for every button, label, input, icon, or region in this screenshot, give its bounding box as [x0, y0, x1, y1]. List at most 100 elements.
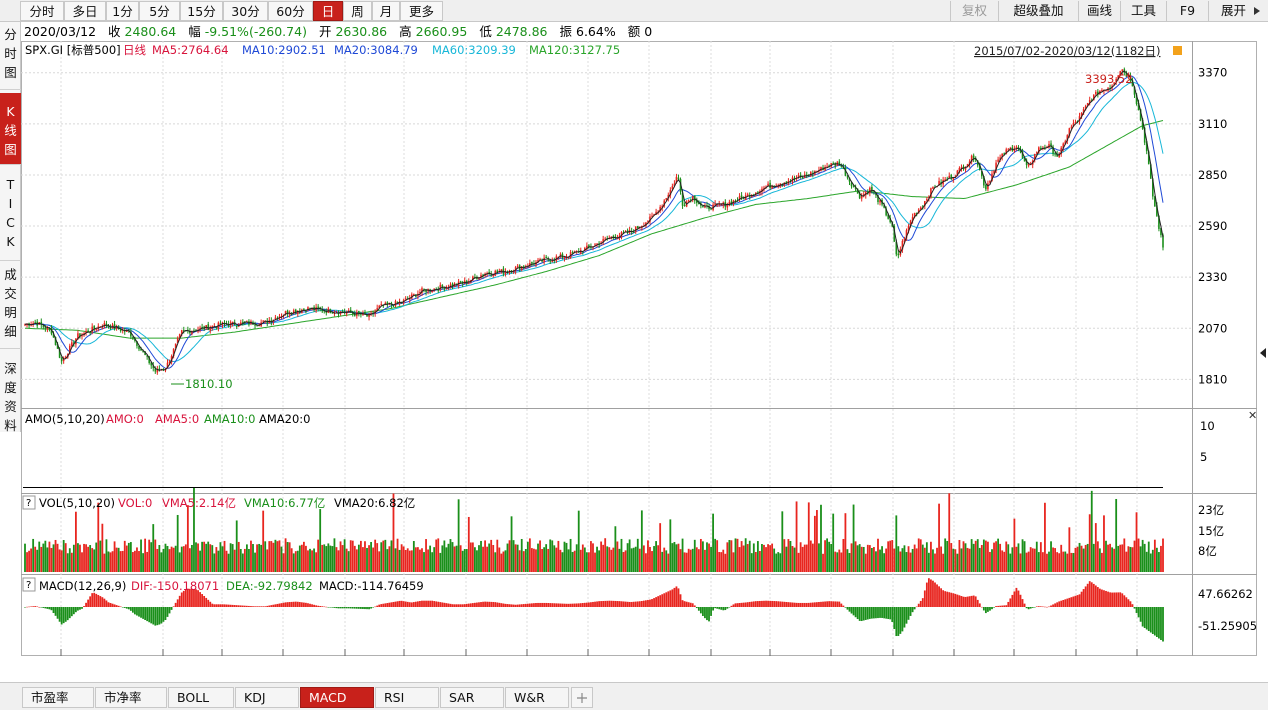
period-tab-monthly[interactable]: 月	[372, 1, 400, 21]
volume-bar	[997, 538, 1000, 572]
volume-bar	[160, 552, 163, 572]
side-tab-kline[interactable]: K线图	[0, 93, 21, 165]
volume-bar	[1068, 527, 1071, 572]
volume-bar	[1096, 541, 1099, 572]
quote-date: 2020/03/12	[24, 24, 97, 39]
indicator-tab-boll[interactable]: BOLL	[168, 687, 234, 708]
candle-body	[347, 310, 350, 312]
tools-button[interactable]: 工具	[1120, 1, 1166, 21]
date-range[interactable]: 2015/07/02-2020/03/12(1182日)	[974, 44, 1160, 58]
macd-bar	[248, 605, 250, 607]
macd-bar	[954, 593, 957, 607]
candle-body	[1060, 147, 1063, 155]
macd-bar	[329, 607, 332, 608]
volume-bar	[1141, 539, 1144, 572]
collapse-arrow-icon[interactable]	[1260, 348, 1266, 358]
volume-bar	[482, 546, 484, 572]
close-pane-icon[interactable]: ✕	[1248, 409, 1257, 422]
period-tab-30min[interactable]: 30分	[223, 1, 268, 21]
fuquan-button[interactable]: 复权	[950, 1, 998, 21]
volume-bar	[583, 547, 586, 572]
candle-body	[1054, 153, 1056, 155]
candle-body	[364, 312, 366, 315]
macd-bar	[191, 588, 193, 607]
volume-bar	[467, 516, 470, 572]
vol-help-icon[interactable]	[22, 495, 36, 510]
period-tab-60min[interactable]: 60分	[268, 1, 313, 21]
volume-bar	[693, 539, 696, 572]
indicator-tab-wr[interactable]: W&R	[505, 687, 569, 708]
macd-bar	[956, 594, 959, 607]
draw-line-button[interactable]: 画线	[1078, 1, 1120, 21]
side-tab-tick[interactable]: TICK	[0, 165, 21, 261]
expand-button[interactable]: 展开	[1208, 1, 1268, 21]
volume-bar	[408, 550, 411, 572]
macd-bar	[1092, 583, 1095, 607]
macd-help-icon[interactable]	[22, 577, 36, 592]
f9-button[interactable]: F9	[1166, 1, 1208, 21]
volume-bar	[661, 551, 664, 572]
period-tab-more[interactable]: 更多	[400, 1, 443, 21]
side-tab-fenshi[interactable]: 分时图	[0, 22, 21, 90]
macd-bar	[219, 604, 222, 607]
volume-bar	[1125, 551, 1128, 572]
macd-bar	[557, 603, 560, 607]
candle-body	[1156, 205, 1158, 216]
volume-bar	[1101, 552, 1103, 572]
macd-bar	[742, 602, 745, 607]
add-indicator-button[interactable]	[571, 687, 593, 708]
candle-body	[932, 186, 934, 189]
indicator-tab-pb[interactable]: 市净率	[95, 687, 167, 708]
candle-body	[421, 288, 423, 294]
macd-bar	[117, 605, 120, 607]
period-tab-5min[interactable]: 5分	[139, 1, 180, 21]
candle-body	[1035, 152, 1038, 154]
indicator-tab-macd[interactable]: MACD	[300, 687, 374, 708]
period-tab-daily[interactable]: 日	[313, 1, 343, 21]
volume-bar	[950, 543, 953, 572]
macd-bar	[268, 605, 271, 607]
candle-body	[1152, 179, 1154, 197]
indicator-tab-pe[interactable]: 市盈率	[22, 687, 94, 708]
macd-bar	[294, 601, 297, 607]
period-tab-1min[interactable]: 1分	[106, 1, 139, 21]
macd-bar	[113, 604, 116, 607]
macd-bar	[154, 607, 157, 626]
volume-bar	[807, 502, 810, 572]
indicator-tab-kdj[interactable]: KDJ	[235, 687, 299, 708]
volume-bar	[866, 544, 869, 572]
candle-body	[740, 195, 743, 198]
volume-bar	[1103, 515, 1105, 572]
period-tab-fenshi[interactable]: 分时	[20, 1, 64, 21]
macd-bar	[378, 604, 381, 607]
candle-body	[571, 252, 574, 254]
volume-bar	[516, 544, 519, 572]
candle-body	[307, 307, 309, 311]
macd-bar	[366, 607, 368, 610]
side-tab-trades[interactable]: 成交明细	[0, 261, 21, 349]
vol-help-label: ?	[26, 498, 31, 509]
macd-bar	[1107, 591, 1109, 607]
overlay-button[interactable]: 超级叠加	[998, 1, 1078, 21]
lock-icon[interactable]	[1173, 46, 1182, 55]
side-tab-depth[interactable]: 深度资料	[0, 349, 21, 433]
volume-bar	[767, 544, 769, 572]
macd-bar	[960, 596, 963, 607]
candle-body	[696, 200, 698, 203]
period-tab-multiday[interactable]: 多日	[64, 1, 106, 21]
period-tab-weekly[interactable]: 周	[343, 1, 372, 21]
macd-bar	[600, 601, 603, 607]
indicator-tab-rsi[interactable]: RSI	[375, 687, 439, 708]
volume-bar	[1127, 546, 1130, 572]
volume-bar	[956, 553, 959, 572]
period-tab-15min[interactable]: 15分	[180, 1, 223, 21]
macd-bar	[1155, 607, 1158, 637]
amo-label: AMO(5,10,20)	[25, 412, 105, 426]
volume-bar	[1060, 544, 1063, 572]
volume-bar	[592, 543, 594, 572]
macd-bar	[233, 605, 236, 607]
macd-bar	[36, 606, 39, 608]
indicator-tab-sar[interactable]: SAR	[440, 687, 504, 708]
volume-bar	[602, 544, 605, 572]
